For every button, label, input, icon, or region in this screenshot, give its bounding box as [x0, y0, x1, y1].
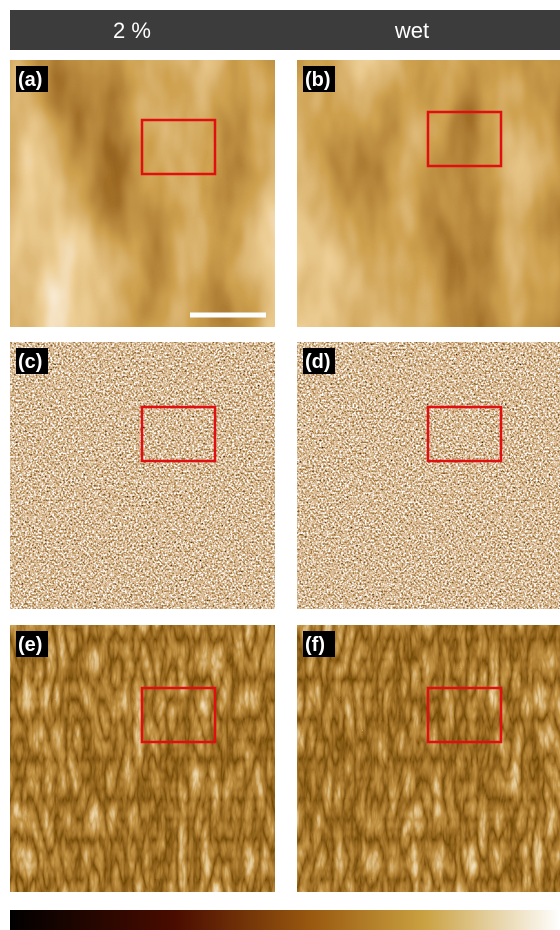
afm-image: [297, 625, 560, 892]
panel-label: (d): [305, 351, 331, 373]
panel-label: (e): [18, 634, 42, 656]
afm-image: [297, 342, 560, 609]
panel-label: (f): [305, 634, 325, 656]
afm-image: [10, 342, 275, 609]
header-bar: [10, 10, 560, 50]
colorbar: [10, 910, 560, 930]
panel-label: (a): [18, 69, 42, 91]
afm-image: [297, 60, 560, 327]
column-header: wet: [394, 18, 429, 43]
afm-image: [10, 625, 275, 892]
panel-label: (c): [18, 351, 42, 373]
column-header: 2 %: [113, 18, 151, 43]
panel-label: (b): [305, 69, 331, 91]
figure: 2 % wet (a) (b) (c) (d) (e) (f): [0, 0, 560, 930]
afm-image: [10, 60, 275, 327]
